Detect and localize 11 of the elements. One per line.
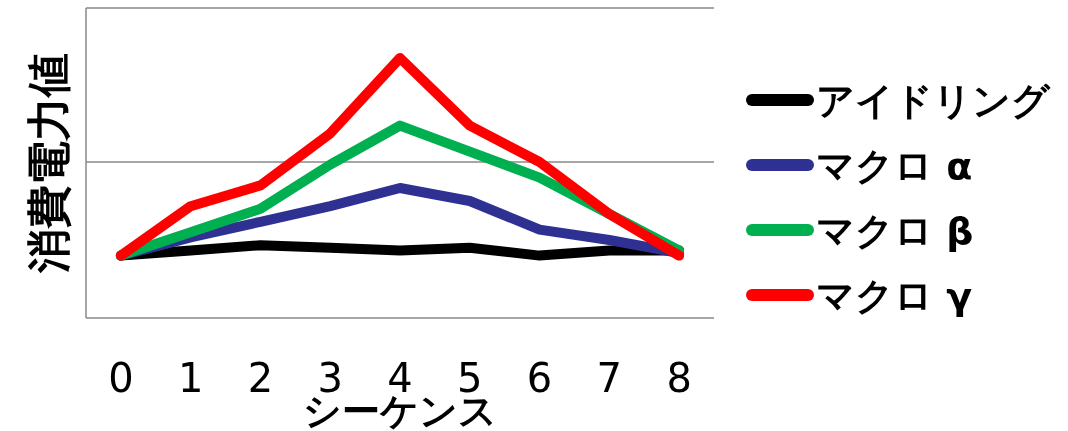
legend-label: マクロ α (816, 144, 973, 188)
x-tick-label: 8 (666, 355, 692, 401)
x-tick-label: 0 (108, 355, 134, 401)
legend-label: アイドリング (816, 79, 1051, 123)
legend-label: マクロ γ (816, 274, 973, 318)
x-tick-label: 1 (177, 355, 204, 401)
x-tick-label: 2 (247, 355, 274, 401)
legend-label: マクロ β (816, 209, 974, 253)
x-tick-label: 6 (526, 355, 553, 401)
x-tick-label: 7 (596, 355, 623, 401)
y-axis-title: 消費電力値 (23, 53, 74, 274)
